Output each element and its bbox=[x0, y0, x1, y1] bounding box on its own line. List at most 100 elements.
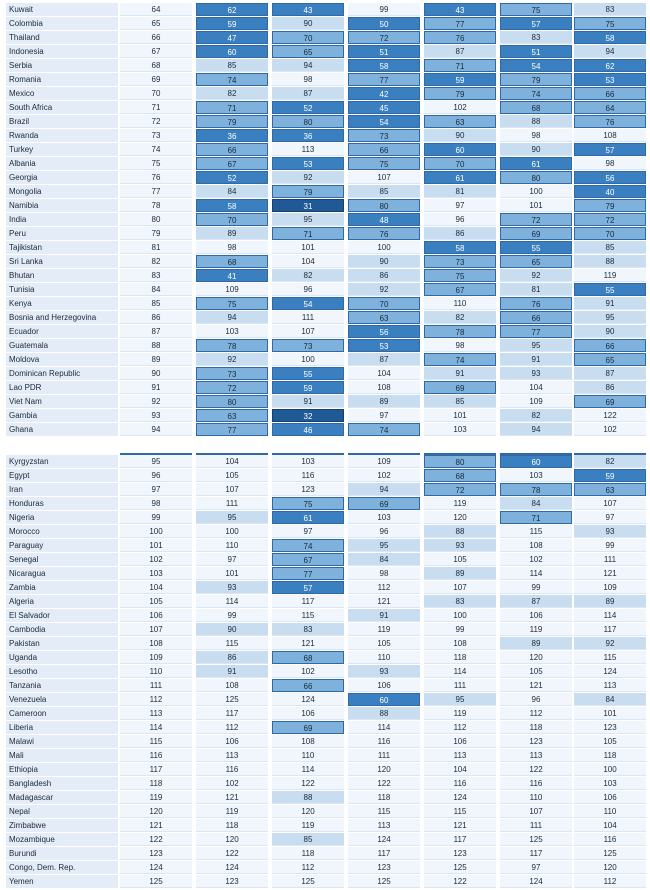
indicator-rank-cell: 94 bbox=[500, 423, 572, 436]
indicator-rank-cell: 100 bbox=[574, 763, 646, 776]
indicator-rank-cell: 54 bbox=[272, 297, 344, 310]
indicator-rank-cell: 94 bbox=[348, 483, 420, 496]
indicator-rank-cell: 117 bbox=[574, 623, 646, 636]
indicator-rank-cell: 109 bbox=[348, 455, 420, 468]
overall-rank-cell: 77 bbox=[120, 185, 192, 198]
indicator-rank-cell: 51 bbox=[500, 45, 572, 58]
country-name-cell: Tunisia bbox=[6, 283, 118, 296]
indicator-rank-cell: 104 bbox=[424, 763, 496, 776]
country-name-cell: Guatemala bbox=[6, 339, 118, 352]
table-row: Paraguay 101 110 74 95 93 108 99 bbox=[6, 539, 646, 553]
column-top-rule bbox=[348, 453, 420, 455]
indicator-rank-cell: 86 bbox=[424, 227, 496, 240]
table-row: Kyrgyzstan 95 104 103 109 80 60 82 bbox=[6, 455, 646, 469]
indicator-rank-cell: 43 bbox=[272, 3, 344, 16]
indicator-rank-cell: 69 bbox=[574, 395, 646, 408]
indicator-rank-cell: 75 bbox=[500, 3, 572, 16]
indicator-rank-cell: 59 bbox=[272, 381, 344, 394]
indicator-rank-cell: 85 bbox=[348, 185, 420, 198]
indicator-rank-cell: 87 bbox=[272, 87, 344, 100]
table-row: Venezuela 112 125 124 60 95 96 84 bbox=[6, 693, 646, 707]
country-name-cell: Yemen bbox=[6, 875, 118, 888]
indicator-rank-cell: 102 bbox=[348, 469, 420, 482]
indicator-rank-cell: 118 bbox=[424, 651, 496, 664]
overall-rank-cell: 95 bbox=[120, 455, 192, 468]
country-name-cell: Thailand bbox=[6, 31, 118, 44]
table-row: Burundi 123 122 118 117 123 117 125 bbox=[6, 847, 646, 861]
indicator-rank-cell: 83 bbox=[424, 595, 496, 608]
overall-rank-cell: 68 bbox=[120, 59, 192, 72]
indicator-rank-cell: 121 bbox=[424, 819, 496, 832]
indicator-rank-cell: 115 bbox=[272, 609, 344, 622]
indicator-rank-cell: 83 bbox=[272, 623, 344, 636]
indicator-rank-cell: 108 bbox=[500, 539, 572, 552]
block-separator bbox=[6, 444, 646, 455]
indicator-rank-cell: 79 bbox=[196, 115, 268, 128]
overall-rank-cell: 109 bbox=[120, 651, 192, 664]
indicator-rank-cell: 114 bbox=[500, 567, 572, 580]
table-row: Georgia 76 52 92 107 61 80 56 bbox=[6, 171, 646, 185]
indicator-rank-cell: 73 bbox=[348, 129, 420, 142]
overall-rank-cell: 103 bbox=[120, 567, 192, 580]
indicator-rank-cell: 108 bbox=[424, 637, 496, 650]
table-row: Cambodia 107 90 83 119 99 119 117 bbox=[6, 623, 646, 637]
indicator-rank-cell: 93 bbox=[574, 525, 646, 538]
overall-rank-cell: 100 bbox=[120, 525, 192, 538]
overall-rank-cell: 121 bbox=[120, 819, 192, 832]
indicator-rank-cell: 77 bbox=[196, 423, 268, 436]
indicator-rank-cell: 104 bbox=[500, 381, 572, 394]
indicator-rank-cell: 82 bbox=[196, 87, 268, 100]
column-top-rule bbox=[120, 453, 192, 455]
indicator-rank-cell: 73 bbox=[196, 367, 268, 380]
indicator-rank-cell: 108 bbox=[574, 129, 646, 142]
table-row: Indonesia 67 60 65 51 87 51 94 bbox=[6, 45, 646, 59]
indicator-rank-cell: 109 bbox=[574, 581, 646, 594]
indicator-rank-cell: 111 bbox=[196, 497, 268, 510]
country-name-cell: Peru bbox=[6, 227, 118, 240]
table-row: Bhutan 83 41 82 86 75 92 119 bbox=[6, 269, 646, 283]
indicator-rank-cell: 120 bbox=[574, 861, 646, 874]
overall-rank-cell: 96 bbox=[120, 469, 192, 482]
indicator-rank-cell: 60 bbox=[196, 45, 268, 58]
country-name-cell: Rwanda bbox=[6, 129, 118, 142]
table-row: Dominican Republic 90 73 55 104 91 93 87 bbox=[6, 367, 646, 381]
table-row: Tunisia 84 109 96 92 67 81 55 bbox=[6, 283, 646, 297]
indicator-rank-cell: 121 bbox=[348, 595, 420, 608]
country-name-cell: Sri Lanka bbox=[6, 255, 118, 268]
table-row: Liberia 114 112 69 114 112 118 123 bbox=[6, 721, 646, 735]
indicator-rank-cell: 59 bbox=[196, 17, 268, 30]
indicator-rank-cell: 60 bbox=[500, 455, 572, 468]
indicator-rank-cell: 119 bbox=[272, 819, 344, 832]
indicator-rank-cell: 76 bbox=[424, 31, 496, 44]
country-name-cell: Senegal bbox=[6, 553, 118, 566]
indicator-rank-cell: 57 bbox=[272, 581, 344, 594]
overall-rank-cell: 64 bbox=[120, 3, 192, 16]
indicator-rank-cell: 91 bbox=[348, 609, 420, 622]
indicator-rank-cell: 92 bbox=[500, 269, 572, 282]
country-name-cell: Indonesia bbox=[6, 45, 118, 58]
indicator-rank-cell: 110 bbox=[196, 539, 268, 552]
table-row: Nepal 120 119 120 115 115 107 110 bbox=[6, 805, 646, 819]
indicator-rank-cell: 106 bbox=[500, 609, 572, 622]
overall-rank-cell: 125 bbox=[120, 875, 192, 888]
overall-rank-cell: 123 bbox=[120, 847, 192, 860]
indicator-rank-cell: 87 bbox=[424, 45, 496, 58]
indicator-rank-cell: 85 bbox=[272, 833, 344, 846]
indicator-rank-cell: 115 bbox=[424, 805, 496, 818]
indicator-rank-cell: 84 bbox=[500, 497, 572, 510]
indicator-rank-cell: 114 bbox=[424, 665, 496, 678]
indicator-rank-cell: 120 bbox=[500, 651, 572, 664]
overall-rank-cell: 117 bbox=[120, 763, 192, 776]
indicator-rank-cell: 82 bbox=[424, 311, 496, 324]
indicator-rank-cell: 81 bbox=[500, 283, 572, 296]
indicator-rank-cell: 112 bbox=[272, 861, 344, 874]
indicator-rank-cell: 114 bbox=[196, 595, 268, 608]
country-name-cell: Cambodia bbox=[6, 623, 118, 636]
indicator-rank-cell: 86 bbox=[348, 269, 420, 282]
country-name-cell: Colombia bbox=[6, 17, 118, 30]
indicator-rank-cell: 78 bbox=[196, 339, 268, 352]
indicator-rank-cell: 100 bbox=[348, 241, 420, 254]
indicator-rank-cell: 106 bbox=[196, 735, 268, 748]
indicator-rank-cell: 67 bbox=[196, 157, 268, 170]
